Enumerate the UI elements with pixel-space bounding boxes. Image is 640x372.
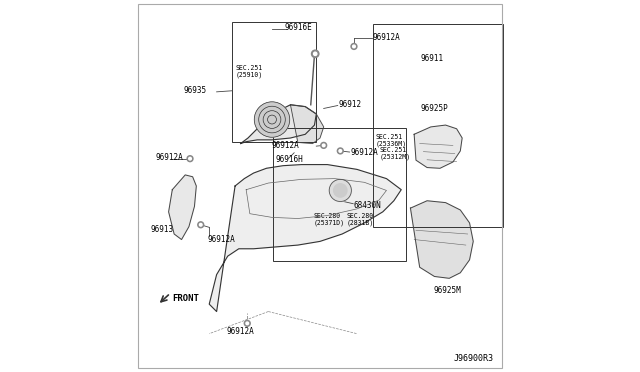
Text: 96912A: 96912A — [156, 153, 184, 162]
Polygon shape — [414, 125, 462, 168]
Circle shape — [339, 150, 342, 152]
Text: SEC.251: SEC.251 — [376, 134, 403, 140]
Text: SEC.251: SEC.251 — [380, 147, 407, 153]
Text: 96912A: 96912A — [227, 327, 254, 336]
Text: 96912: 96912 — [339, 100, 362, 109]
Text: (25910): (25910) — [236, 72, 263, 78]
Polygon shape — [291, 105, 324, 144]
Text: 96911: 96911 — [420, 54, 444, 63]
Polygon shape — [209, 164, 401, 311]
Text: 68430N: 68430N — [354, 201, 381, 210]
Circle shape — [353, 45, 355, 48]
Circle shape — [244, 320, 250, 326]
Text: (25371D): (25371D) — [314, 220, 344, 226]
Circle shape — [333, 184, 347, 197]
Text: SEC.280: SEC.280 — [314, 213, 340, 219]
Circle shape — [254, 102, 290, 137]
Bar — [273, 128, 406, 260]
Circle shape — [187, 156, 193, 161]
Polygon shape — [241, 105, 316, 144]
Circle shape — [246, 322, 248, 325]
Text: (25312M): (25312M) — [380, 154, 411, 160]
Text: 96912A: 96912A — [207, 235, 235, 244]
Circle shape — [312, 50, 319, 58]
Text: SEC.251: SEC.251 — [236, 65, 263, 71]
Text: (25336M): (25336M) — [376, 141, 406, 147]
Circle shape — [351, 44, 357, 49]
Polygon shape — [410, 201, 473, 278]
Text: 96925M: 96925M — [434, 286, 461, 295]
Text: 96935: 96935 — [184, 86, 207, 95]
Bar — [372, 24, 503, 227]
Polygon shape — [168, 175, 196, 240]
Text: 96916E: 96916E — [285, 23, 313, 32]
Circle shape — [329, 179, 351, 202]
Bar — [232, 22, 316, 142]
Text: 96925P: 96925P — [420, 104, 449, 113]
Circle shape — [200, 224, 202, 226]
Text: 96916H: 96916H — [276, 155, 303, 164]
Circle shape — [314, 52, 317, 55]
Text: 96912A: 96912A — [372, 33, 400, 42]
Text: J96900R3: J96900R3 — [454, 354, 493, 363]
Circle shape — [323, 144, 325, 147]
Text: 96913: 96913 — [151, 225, 174, 234]
Text: (2831B): (2831B) — [347, 220, 374, 226]
Circle shape — [337, 148, 343, 154]
Text: SEC.280: SEC.280 — [347, 213, 374, 219]
Text: 96912A: 96912A — [272, 141, 300, 150]
Circle shape — [198, 222, 204, 228]
Circle shape — [189, 157, 191, 160]
Circle shape — [321, 142, 326, 148]
Text: FRONT: FRONT — [172, 294, 199, 303]
Text: 96912A: 96912A — [350, 148, 378, 157]
